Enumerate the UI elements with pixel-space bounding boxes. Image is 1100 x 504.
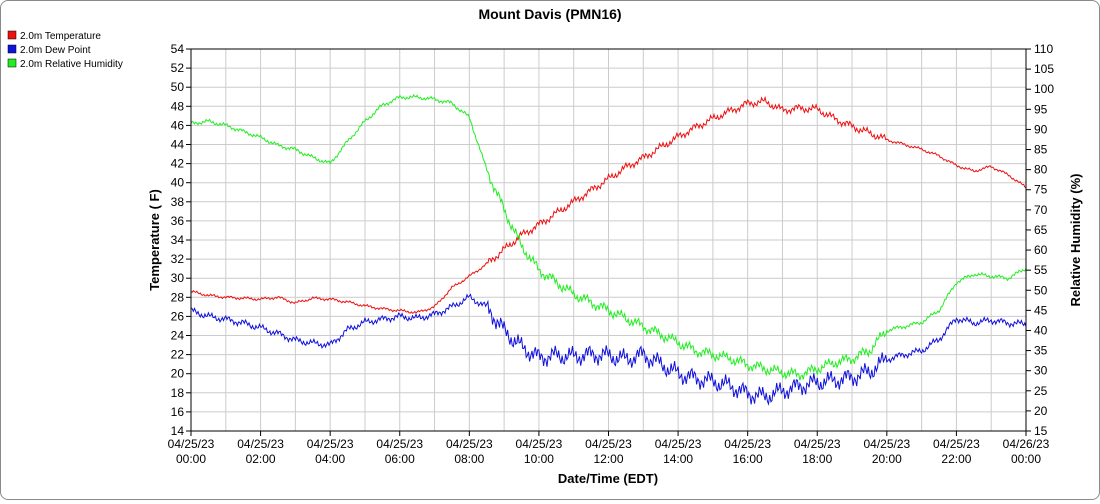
x-axis-title: Date/Time (EDT) [558,471,658,486]
legend-label: 2.0m Temperature [20,31,101,42]
x-tick-time: 08:00 [454,452,484,466]
left-tick-label: 54 [171,42,185,56]
right-tick-label: 65 [1034,223,1048,237]
right-tick-label: 100 [1034,82,1054,96]
x-tick-date: 04/25/23 [794,437,841,451]
right-tick-label: 30 [1034,364,1048,378]
right-tick-label: 90 [1034,122,1048,136]
x-tick-time: 00:00 [176,452,206,466]
left-tick-label: 14 [171,424,185,438]
left-tick-label: 38 [171,195,185,209]
left-tick-label: 46 [171,118,185,132]
right-tick-label: 25 [1034,384,1048,398]
x-tick-time: 22:00 [941,452,971,466]
right-tick-label: 110 [1034,42,1053,56]
x-tick-time: 14:00 [663,452,693,466]
right-axis-title: Relative Humidity (%) [1068,174,1083,307]
x-tick-time: 04:00 [315,452,345,466]
x-axis-ticks: 04/25/2300:0004/25/2302:0004/25/2304:000… [168,431,1050,466]
x-tick-time: 16:00 [733,452,763,466]
left-axis-ticks: 14 16 18 20 22 24 26 28 30 32 34 36 38 40 42 44 46 48 50 52… [171,42,191,438]
right-axis-ticks: 15 20 25 30 35 40 45 50 55 60 65 70 75 80 85 90 95 100 105… [1026,42,1054,438]
x-tick-time: 06:00 [385,452,415,466]
x-tick-date: 04/25/23 [863,437,910,451]
left-tick-label: 30 [171,271,185,285]
grid [191,49,1026,431]
x-tick-time: 00:00 [1011,452,1041,466]
x-tick-time: 20:00 [872,452,902,466]
series-line [190,293,1027,406]
legend-label: 2.0m Dew Point [20,45,91,56]
x-tick-date: 04/25/23 [446,437,493,451]
series-layer [190,93,1027,406]
left-tick-label: 20 [171,367,185,381]
right-tick-label: 95 [1034,102,1048,116]
right-tick-label: 60 [1034,243,1048,257]
right-tick-label: 40 [1034,323,1048,337]
left-tick-label: 52 [171,61,185,75]
right-tick-label: 35 [1034,344,1048,358]
left-tick-label: 48 [171,99,185,113]
right-tick-label: 55 [1034,263,1048,277]
x-tick-date: 04/25/23 [724,437,771,451]
x-tick-date: 04/25/23 [237,437,284,451]
right-tick-label: 75 [1034,183,1048,197]
series-line [190,95,1027,314]
chart-title: Mount Davis (PMN16) [478,6,621,22]
series-line [190,93,1027,381]
right-tick-label: 45 [1034,303,1048,317]
left-tick-label: 50 [171,80,185,94]
left-tick-label: 22 [171,348,185,362]
left-tick-label: 36 [171,214,185,228]
x-tick-date: 04/25/23 [307,437,354,451]
left-tick-label: 26 [171,309,185,323]
right-tick-label: 105 [1034,62,1054,76]
right-tick-label: 70 [1034,203,1048,217]
x-tick-date: 04/25/23 [655,437,702,451]
right-tick-label: 50 [1034,283,1048,297]
left-tick-label: 34 [171,233,185,247]
legend-swatch [7,30,17,40]
right-tick-label: 85 [1034,143,1048,157]
x-tick-date: 04/25/23 [933,437,980,451]
x-tick-time: 02:00 [246,452,276,466]
legend-swatch [7,44,17,54]
left-tick-label: 40 [171,176,185,190]
x-tick-date: 04/26/23 [1003,437,1050,451]
left-tick-label: 32 [171,252,185,266]
x-tick-date: 04/25/23 [585,437,632,451]
x-tick-time: 12:00 [593,452,623,466]
right-tick-label: 80 [1034,163,1048,177]
left-tick-label: 42 [171,157,185,171]
left-tick-label: 16 [171,405,185,419]
legend-label: 2.0m Relative Humidity [20,59,123,70]
x-tick-date: 04/25/23 [168,437,215,451]
right-tick-label: 15 [1034,424,1048,438]
left-tick-label: 28 [171,290,185,304]
left-tick-label: 44 [171,138,185,152]
legend: 2.0m Temperature 2.0m Dew Point 2.0m Relat… [7,30,123,70]
right-tick-label: 20 [1034,404,1048,418]
legend-swatch [7,58,17,68]
left-axis-title: Temperature ( F) [147,189,162,291]
x-tick-time: 18:00 [802,452,832,466]
left-tick-label: 18 [171,386,185,400]
x-tick-time: 10:00 [524,452,554,466]
left-tick-label: 24 [171,329,185,343]
x-tick-date: 04/25/23 [516,437,563,451]
x-tick-date: 04/25/23 [376,437,423,451]
